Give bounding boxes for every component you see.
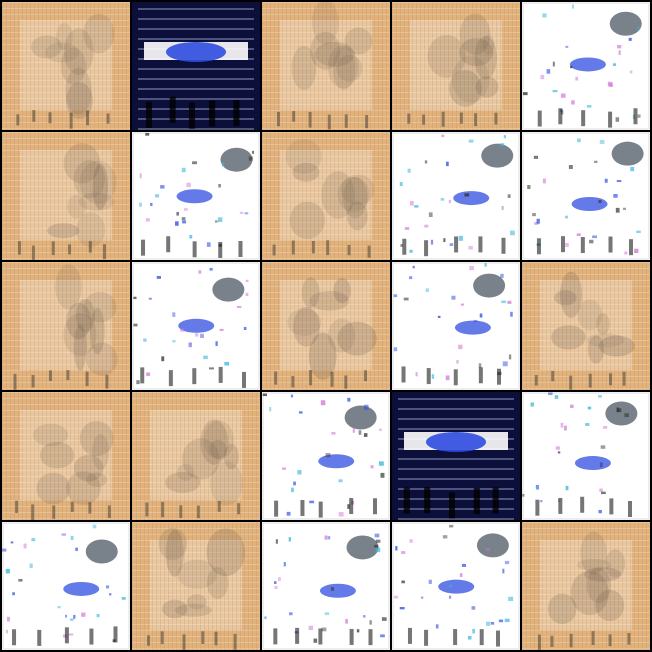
sample-tile bbox=[392, 2, 520, 130]
sample-image bbox=[132, 262, 260, 390]
sample-tile bbox=[2, 522, 130, 650]
sample-image bbox=[392, 132, 520, 260]
sample-tile bbox=[2, 2, 130, 130]
sample-tile bbox=[2, 262, 130, 390]
sample-tile bbox=[132, 2, 260, 130]
sample-tile bbox=[522, 522, 650, 650]
sample-tile bbox=[522, 392, 650, 520]
sample-tile bbox=[392, 392, 520, 520]
sample-image bbox=[132, 392, 260, 520]
sample-tile bbox=[132, 132, 260, 260]
sample-image bbox=[262, 2, 390, 130]
sample-image bbox=[522, 522, 650, 650]
sample-tile bbox=[522, 262, 650, 390]
sample-image bbox=[2, 2, 130, 130]
sample-image bbox=[262, 262, 390, 390]
sample-tile bbox=[262, 392, 390, 520]
sample-image bbox=[522, 2, 650, 130]
sample-image bbox=[522, 132, 650, 260]
sample-image bbox=[392, 522, 520, 650]
sample-image bbox=[132, 2, 260, 130]
sample-tile bbox=[132, 392, 260, 520]
sample-tile bbox=[2, 132, 130, 260]
sample-image bbox=[392, 262, 520, 390]
sample-tile bbox=[262, 522, 390, 650]
sample-image bbox=[262, 392, 390, 520]
sample-image bbox=[522, 262, 650, 390]
sample-tile bbox=[262, 132, 390, 260]
sample-tile bbox=[522, 2, 650, 130]
sample-image bbox=[132, 522, 260, 650]
sample-tile bbox=[392, 262, 520, 390]
sample-image bbox=[262, 522, 390, 650]
sample-tile bbox=[132, 262, 260, 390]
sample-image bbox=[522, 392, 650, 520]
sample-tile bbox=[262, 2, 390, 130]
sample-image bbox=[2, 132, 130, 260]
sample-image bbox=[392, 392, 520, 520]
sample-tile bbox=[392, 522, 520, 650]
sample-tile bbox=[2, 392, 130, 520]
sample-tile bbox=[392, 132, 520, 260]
sample-image bbox=[2, 262, 130, 390]
sample-tile bbox=[522, 132, 650, 260]
sample-image bbox=[392, 2, 520, 130]
sample-image bbox=[2, 392, 130, 520]
sample-image bbox=[132, 132, 260, 260]
sample-image bbox=[2, 522, 130, 650]
sample-tile bbox=[132, 522, 260, 650]
sample-image bbox=[262, 132, 390, 260]
sample-tile bbox=[262, 262, 390, 390]
